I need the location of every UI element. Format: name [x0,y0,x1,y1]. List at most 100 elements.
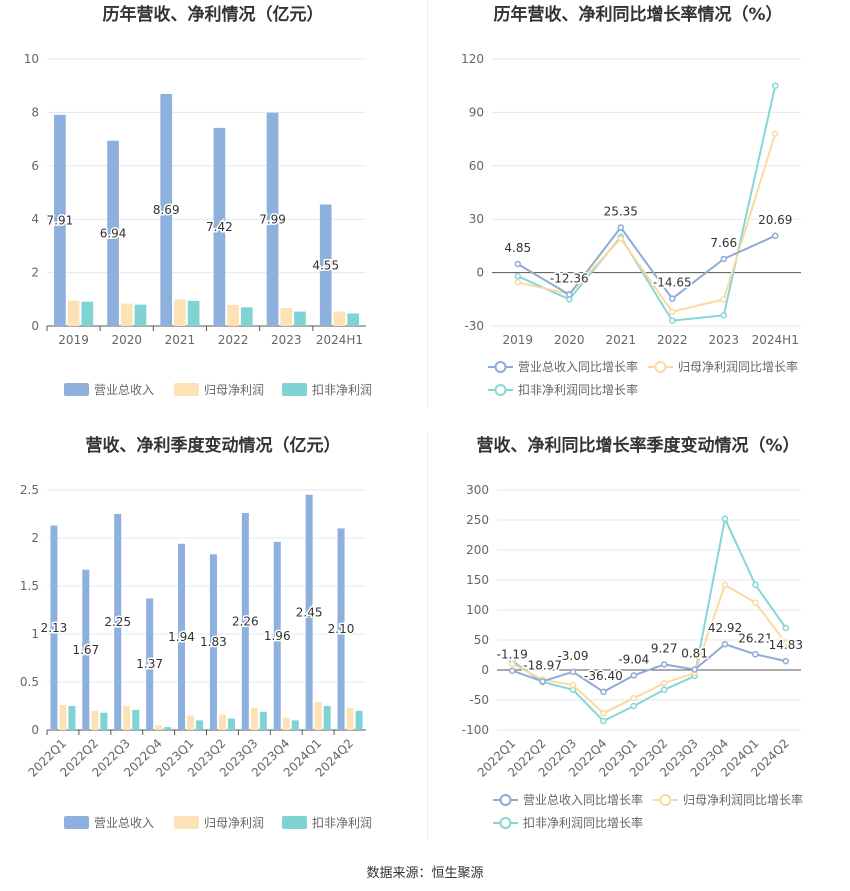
y-tick-label: 2.5 [20,483,39,497]
bar-revenue [160,93,173,327]
bar-revenue [213,127,226,326]
data-label: 2.26 [232,615,259,629]
data-point [600,709,607,717]
y-tick-label: 120 [461,52,484,66]
data-point [600,688,607,696]
bar-parent-profit [250,707,258,730]
bar-revenue [273,541,281,730]
bar-revenue [266,112,279,327]
data-label: 4.85 [504,241,531,255]
legend-label: 扣非净利润同比增长率 [523,815,643,830]
legend-label: 营业总收入同比增长率 [518,359,638,374]
bar-parent-profit [120,303,133,326]
bar-parent-profit [187,715,195,730]
series-line-deducted-profit [511,515,787,723]
bar-parent-profit [346,707,354,730]
data-point [514,279,521,286]
legend-marker [499,817,512,829]
data-label: -1.19 [497,648,528,662]
data-point [508,667,516,674]
data-label: -18.97 [523,658,562,672]
data-label: 1.94 [168,630,195,644]
series-line-revenue [511,643,787,694]
bar-deducted-profit [134,304,147,326]
bar-parent-profit [218,714,226,730]
y-tick-label: -50 [469,693,489,707]
bar-parent-profit [314,702,322,730]
bar-revenue [82,569,90,730]
x-tick-label: 2020 [111,333,142,347]
legend-marker [494,384,507,396]
y-tick-label: 0.5 [20,675,39,689]
data-point [752,581,759,589]
y-tick-label: 1.5 [20,579,39,593]
data-point [772,82,779,89]
data-point [782,624,790,632]
series-line-deducted-profit [517,85,777,322]
data-label: 2.10 [328,622,355,636]
data-label: 2.25 [104,615,131,629]
bar-deducted-profit [68,706,76,730]
y-tick-label: 50 [474,633,489,647]
data-label: 2.45 [296,605,323,619]
bar-parent-profit [155,725,163,730]
data-point [660,679,668,687]
data-label: -14.65 [653,276,692,290]
legend-label: 营业总收入 [94,383,154,397]
data-point [569,668,577,676]
bar-revenue [241,513,249,730]
y-tick-label: 300 [466,483,489,497]
data-point [669,295,676,302]
legend-swatch [174,816,199,829]
bar-revenue [305,494,313,730]
chart-annual-line: 历年营收、净利同比增长率情况（%） -30 0 30 60 90 120 2019 2020 20… [461,4,801,397]
data-point [514,272,521,280]
data-label: 25.35 [604,204,638,218]
data-point [721,640,729,648]
chart-quarter-bar: 营收、净利季度变动情况（亿元）00.511.522.52022Q12022Q22… [20,435,372,830]
bar-parent-profit [282,717,290,730]
bar-parent-profit [174,299,186,326]
data-label: -9.04 [618,652,649,666]
data-label: 0.81 [681,647,708,661]
legend-label: 归母净利润同比增长率 [678,359,798,374]
bar-revenue [337,528,345,730]
y-tick-label: 0 [31,319,39,333]
data-point [720,255,727,263]
data-point [630,694,638,702]
bar-deducted-profit [347,313,359,326]
bar-deducted-profit [323,706,331,730]
x-tick-label: 2021 [165,333,196,347]
legend: 营业总收入 归母净利润 扣非净利润 [64,383,372,397]
legend-swatch [282,383,307,396]
data-source: 数据来源：恒生聚源 [366,866,484,881]
data-point [752,651,759,658]
vertical-divider-top [427,0,428,408]
y-tick-label: 1 [31,627,39,641]
data-label: -3.09 [557,649,588,663]
legend-swatch [174,383,199,396]
y-tick-label: 60 [469,159,484,173]
legend-label: 扣非净利润同比增长率 [518,382,638,397]
data-point [566,291,573,298]
legend-marker [494,361,507,373]
data-label: 9.27 [651,641,678,655]
data-point [617,235,624,243]
bar-deducted-profit [187,300,200,326]
x-tick-label: 2022 [218,333,249,347]
legend-label: 归母净利润 [204,383,264,397]
data-label: 26.21 [738,631,772,645]
x-tick-label: 2019 [58,333,89,347]
data-label: 4.55 [312,258,339,272]
data-label: 7.91 [47,213,74,227]
data-point [721,581,729,589]
y-tick-label: 250 [466,513,489,527]
data-point [539,678,546,685]
bar-revenue [319,204,332,326]
chart-title: 历年营收、净利情况（亿元） [103,4,324,25]
chart-annual-bar: 历年营收、净利情况（亿元） 0 2 4 6 8 10 2019 2020 2021 2022 2023… [24,4,372,397]
data-point [721,515,729,523]
chart-title: 营收、净利同比增长率季度变动情况（%） [476,435,799,456]
